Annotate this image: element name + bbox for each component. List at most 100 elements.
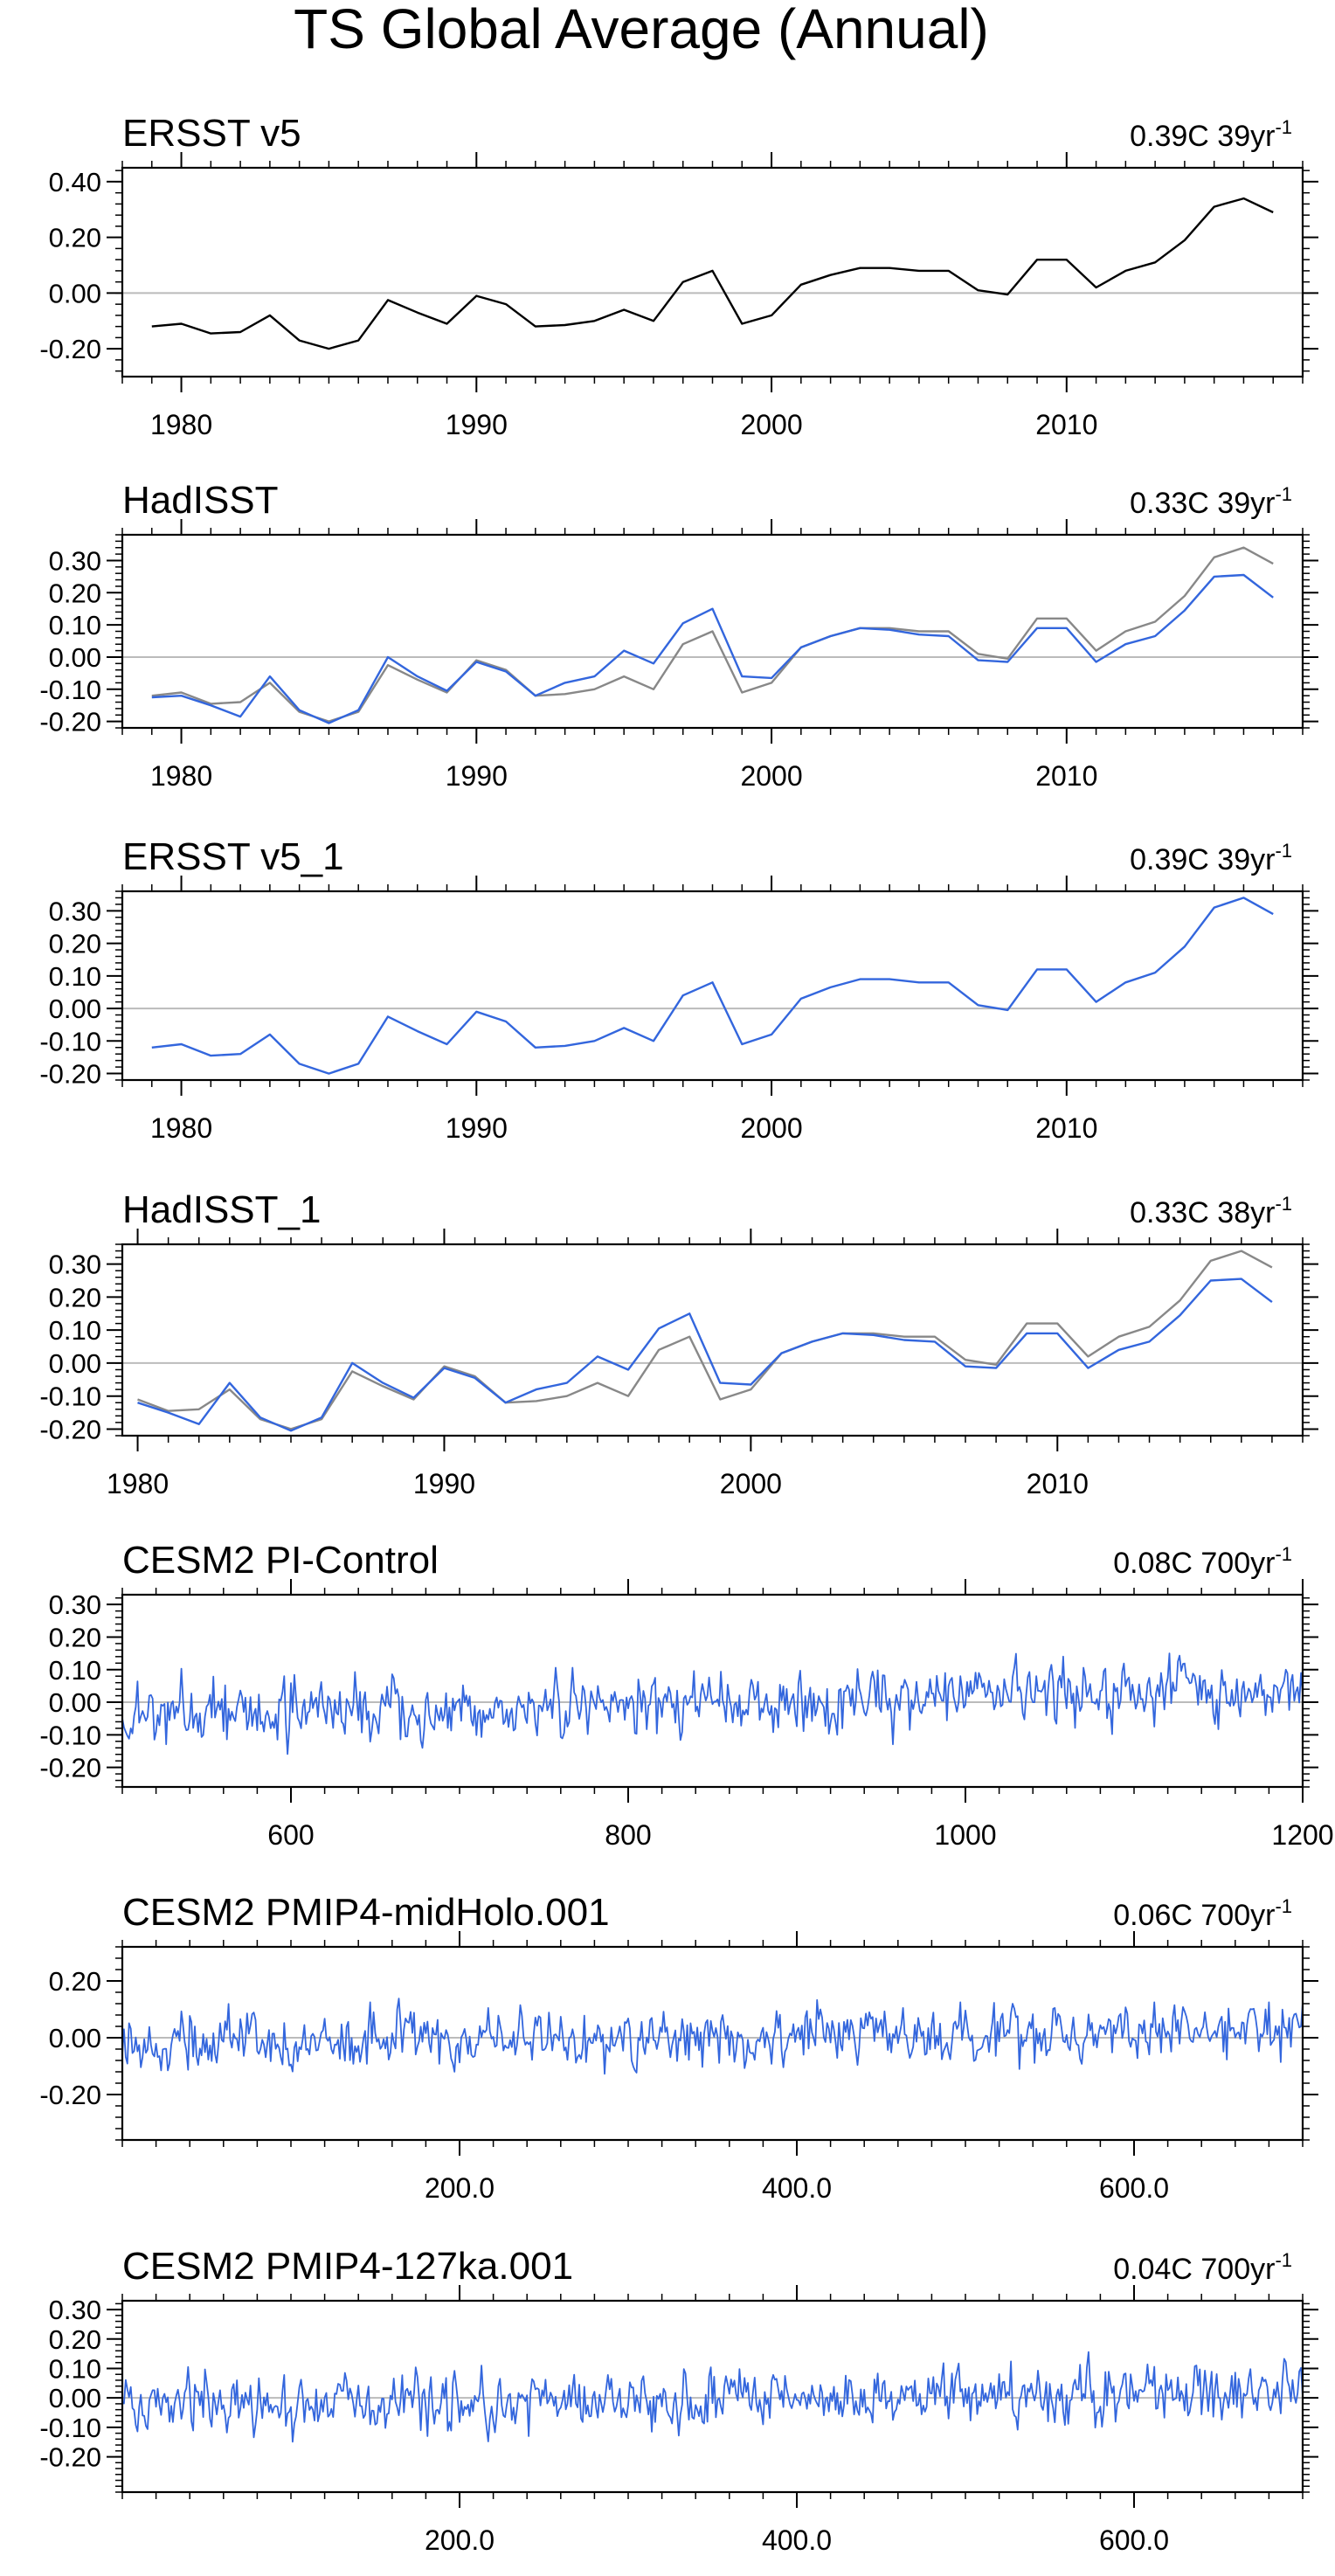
y-tick-label: 0.00	[49, 642, 101, 673]
y-tick-label: 0.40	[49, 167, 101, 197]
y-tick-label: 0.20	[49, 1282, 101, 1312]
y-tick-label: 0.30	[49, 2295, 101, 2325]
y-tick-label: 0.00	[49, 1348, 101, 1379]
x-tick-label: 1980	[150, 760, 212, 792]
x-tick-label: 2010	[1035, 1112, 1097, 1144]
series-line-hadisst	[151, 573, 1274, 724]
trend-label: 0.04C 700yr-1	[1113, 2249, 1292, 2286]
panel-title: ERSST v5_1	[122, 835, 344, 878]
x-tick-label: 2000	[740, 409, 802, 440]
y-tick-label: -0.20	[39, 2442, 101, 2473]
y-tick-label: -0.10	[39, 675, 101, 705]
plot-frame	[121, 1593, 1304, 1789]
y-tick-label: 0.30	[49, 1589, 101, 1620]
y-tick-label: 0.00	[49, 278, 101, 308]
y-tick-label: 0.20	[49, 929, 101, 959]
y-tick-label: -0.20	[39, 1753, 101, 1783]
y-tick-label: 0.20	[49, 1966, 101, 1997]
panel-title: CESM2 PMIP4-127ka.001	[122, 2245, 573, 2288]
x-tick-label: 2000	[720, 1468, 782, 1499]
y-tick-label: -0.10	[39, 1720, 101, 1750]
plot-frame	[121, 2299, 1304, 2494]
trend-label: 0.39C 39yr-1	[1130, 840, 1292, 876]
y-tick-label: 0.30	[49, 896, 101, 926]
main-title: TS Global Average (Annual)	[294, 0, 989, 60]
x-tick-label: 1980	[150, 409, 212, 440]
x-tick-label: 2000	[740, 760, 802, 792]
panel-4: HadISST_1 0.33C 38yr-1 1980 1990 2000 2010 -0.…	[39, 1188, 1318, 1499]
y-tick-label: 0.10	[49, 961, 101, 992]
series-line-ersst-v5	[151, 546, 1274, 723]
panel-title: HadISST	[122, 479, 279, 522]
x-tick-label: 1990	[446, 409, 508, 440]
plot-frame	[121, 890, 1304, 1082]
y-tick-label: 0.20	[49, 1622, 101, 1652]
series-line-ersst-v5-1	[151, 897, 1274, 1075]
plot-frame	[121, 1243, 1304, 1437]
y-tick-label: 0.30	[49, 545, 101, 576]
x-tick-label: 1000	[934, 1819, 996, 1851]
x-tick-label: 400.0	[762, 2524, 832, 2556]
panel-title: CESM2 PI-Control	[122, 1539, 439, 1582]
y-tick-label: 0.20	[49, 2324, 101, 2355]
trend-label: 0.08C 700yr-1	[1113, 1543, 1292, 1580]
y-tick-label: -0.10	[39, 1026, 101, 1056]
x-tick-label: 1980	[150, 1112, 212, 1144]
panel-title: ERSST v5	[122, 112, 301, 155]
x-tick-label: 200.0	[425, 2172, 495, 2204]
x-tick-label: 1990	[446, 760, 508, 792]
panel-5: CESM2 PI-Control 0.08C 700yr-1 600 800 1000 1…	[39, 1539, 1333, 1851]
x-tick-label: 600	[267, 1819, 314, 1851]
y-tick-label: -0.20	[39, 707, 101, 737]
x-tick-label: 1990	[446, 1112, 508, 1144]
y-tick-label: 0.10	[49, 1655, 101, 1686]
plot-frame	[121, 533, 1304, 730]
y-tick-label: -0.20	[39, 1414, 101, 1444]
series-line-cesm2-pmip4-127ka-001	[121, 2351, 1304, 2443]
x-tick-label: 1200	[1271, 1819, 1333, 1851]
x-tick-label: 400.0	[762, 2172, 832, 2204]
x-tick-label: 1980	[107, 1468, 169, 1499]
trend-label: 0.06C 700yr-1	[1113, 1895, 1292, 1932]
y-tick-label: -0.10	[39, 2413, 101, 2443]
y-tick-label: 0.00	[49, 994, 101, 1024]
x-tick-label: 1990	[413, 1468, 475, 1499]
trend-label: 0.33C 39yr-1	[1130, 483, 1292, 520]
x-tick-label: 2000	[740, 1112, 802, 1144]
series-line-cesm2-pi-control	[121, 1652, 1304, 1755]
y-tick-label: 0.10	[49, 1315, 101, 1346]
trend-label: 0.33C 38yr-1	[1130, 1193, 1292, 1229]
x-tick-label: 2010	[1027, 1468, 1089, 1499]
y-tick-label: 0.00	[49, 1687, 101, 1718]
x-tick-label: 800	[605, 1819, 651, 1851]
panel-7: CESM2 PMIP4-127ka.001 0.04C 700yr-1 200.0 4…	[39, 2245, 1318, 2556]
plot-frame	[121, 166, 1304, 378]
panel-title: CESM2 PMIP4-midHolo.001	[122, 1891, 610, 1934]
y-tick-label: 0.00	[49, 2023, 101, 2053]
panels: ERSST v5 0.39C 39yr-1 1980 1990 2000 2010 -0.2…	[39, 112, 1333, 2556]
y-tick-label: 0.00	[49, 2383, 101, 2413]
y-tick-label: 0.10	[49, 2353, 101, 2384]
panel-1: ERSST v5 0.39C 39yr-1 1980 1990 2000 2010 -0.2…	[39, 112, 1318, 440]
y-tick-label: 0.20	[49, 223, 101, 253]
trend-label: 0.39C 39yr-1	[1130, 116, 1292, 153]
panel-3: ERSST v5_1 0.39C 39yr-1 1980 1990 2000 2010 -0…	[39, 835, 1318, 1144]
x-tick-label: 200.0	[425, 2524, 495, 2556]
y-tick-label: 0.10	[49, 610, 101, 641]
x-tick-label: 600.0	[1099, 2172, 1169, 2204]
series-line-ersst-v5	[151, 197, 1274, 350]
x-tick-label: 600.0	[1099, 2524, 1169, 2556]
x-tick-label: 2010	[1035, 760, 1097, 792]
y-tick-label: -0.20	[39, 2080, 101, 2110]
panel-6: CESM2 PMIP4-midHolo.001 0.06C 700yr-1 200.…	[39, 1891, 1318, 2204]
y-tick-label: -0.10	[39, 1381, 101, 1412]
series-line-cesm2-pmip4-midholo-001	[121, 1998, 1304, 2075]
plot-frame	[121, 1945, 1304, 2142]
y-tick-label: -0.20	[39, 1059, 101, 1090]
series-line-hadisst-1	[137, 1278, 1273, 1432]
panel-2: HadISST 0.33C 39yr-1 1980 1990 2000 2010 -0.20…	[39, 479, 1318, 792]
y-tick-label: 0.20	[49, 578, 101, 608]
y-tick-label: 0.30	[49, 1250, 101, 1280]
y-tick-label: -0.20	[39, 334, 101, 364]
